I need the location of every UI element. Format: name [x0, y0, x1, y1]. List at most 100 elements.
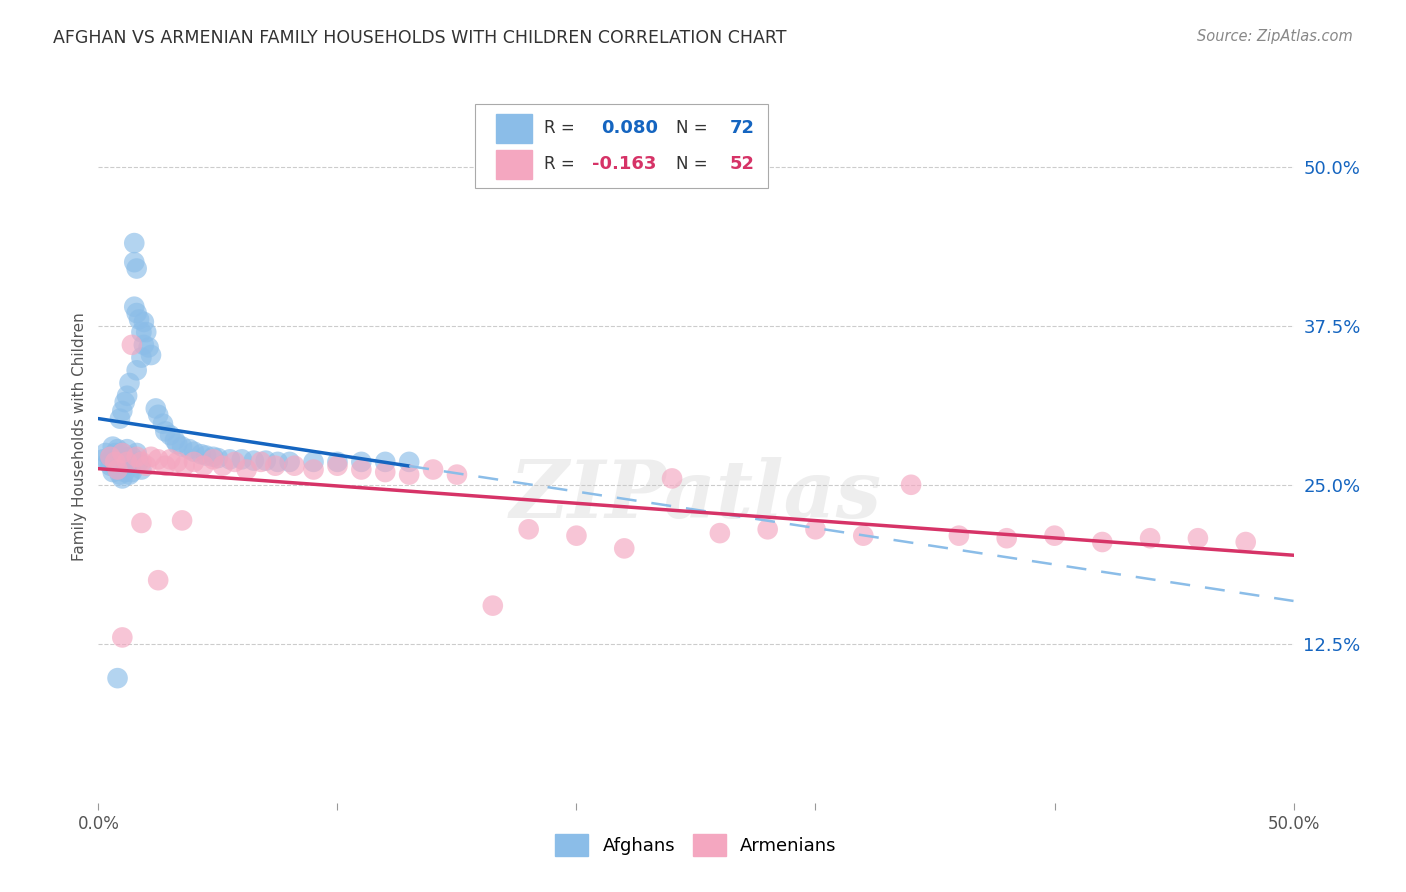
Point: [326, 455, 349, 469]
Point: [132, 338, 155, 352]
Point: [125, 446, 148, 460]
Point: [350, 462, 373, 476]
Point: [1187, 531, 1209, 545]
Point: [118, 467, 141, 482]
Point: [114, 395, 136, 409]
Point: [111, 446, 134, 460]
Point: [107, 462, 129, 476]
Point: [121, 450, 143, 464]
Bar: [496, 114, 533, 143]
Point: [115, 442, 138, 457]
Point: [124, 236, 146, 251]
Point: [135, 458, 157, 473]
Point: [138, 340, 160, 354]
Point: [852, 529, 875, 543]
Point: [131, 325, 153, 339]
Point: [131, 351, 153, 365]
Point: [278, 455, 301, 469]
Point: [613, 541, 636, 556]
Text: 52: 52: [730, 155, 755, 173]
Point: [139, 450, 162, 464]
FancyBboxPatch shape: [475, 104, 768, 188]
Point: [97, 455, 120, 469]
Point: [250, 455, 273, 469]
Point: [374, 465, 396, 479]
Point: [131, 516, 153, 530]
Point: [131, 455, 153, 469]
Point: [398, 467, 420, 482]
Point: [125, 261, 148, 276]
Point: [148, 573, 170, 587]
Point: [91, 452, 114, 467]
Bar: [496, 150, 533, 179]
Point: [948, 529, 970, 543]
Point: [243, 453, 266, 467]
Point: [172, 513, 194, 527]
Point: [166, 437, 188, 451]
Point: [111, 455, 134, 469]
Point: [115, 389, 138, 403]
Point: [202, 450, 225, 464]
Point: [166, 455, 188, 469]
Point: [131, 462, 153, 476]
Text: Source: ZipAtlas.com: Source: ZipAtlas.com: [1197, 29, 1353, 44]
Point: [128, 455, 150, 469]
Point: [148, 452, 170, 467]
Point: [254, 453, 277, 467]
Point: [398, 455, 420, 469]
Point: [159, 428, 181, 442]
Point: [481, 599, 505, 613]
Point: [135, 325, 157, 339]
Point: [267, 455, 290, 469]
Point: [231, 452, 253, 467]
Point: [264, 458, 287, 473]
Point: [98, 450, 122, 464]
Point: [163, 434, 186, 448]
Point: [145, 401, 167, 416]
Point: [756, 522, 779, 536]
Point: [804, 522, 827, 536]
Point: [183, 455, 205, 469]
Point: [302, 462, 325, 476]
Text: 72: 72: [730, 120, 755, 137]
Point: [900, 477, 922, 491]
Point: [1139, 531, 1161, 545]
Point: [108, 411, 131, 425]
Point: [179, 442, 201, 457]
Point: [132, 315, 155, 329]
Point: [159, 452, 181, 467]
Point: [125, 363, 148, 377]
Point: [111, 631, 134, 645]
Point: [1234, 535, 1257, 549]
Point: [350, 455, 373, 469]
Point: [1091, 535, 1114, 549]
Point: [111, 404, 134, 418]
Point: [124, 255, 146, 269]
Point: [661, 471, 683, 485]
Point: [211, 458, 233, 473]
Point: [128, 312, 150, 326]
Point: [155, 425, 177, 439]
Point: [326, 458, 349, 473]
Point: [446, 467, 468, 482]
Point: [94, 446, 117, 460]
Text: N =: N =: [676, 120, 713, 137]
Text: 0.080: 0.080: [602, 120, 658, 137]
Point: [422, 462, 444, 476]
Point: [183, 444, 205, 458]
Point: [104, 455, 127, 469]
Point: [152, 417, 174, 431]
Point: [173, 458, 195, 473]
Point: [101, 440, 124, 454]
Point: [202, 452, 225, 467]
Point: [107, 442, 129, 457]
Point: [125, 306, 148, 320]
Point: [302, 455, 325, 469]
Point: [155, 458, 177, 473]
Text: -0.163: -0.163: [592, 155, 657, 173]
Text: ZIPatlas: ZIPatlas: [510, 457, 882, 534]
Text: R =: R =: [544, 155, 581, 173]
Point: [108, 467, 131, 482]
Point: [283, 458, 305, 473]
Y-axis label: Family Households with Children: Family Households with Children: [72, 313, 87, 561]
